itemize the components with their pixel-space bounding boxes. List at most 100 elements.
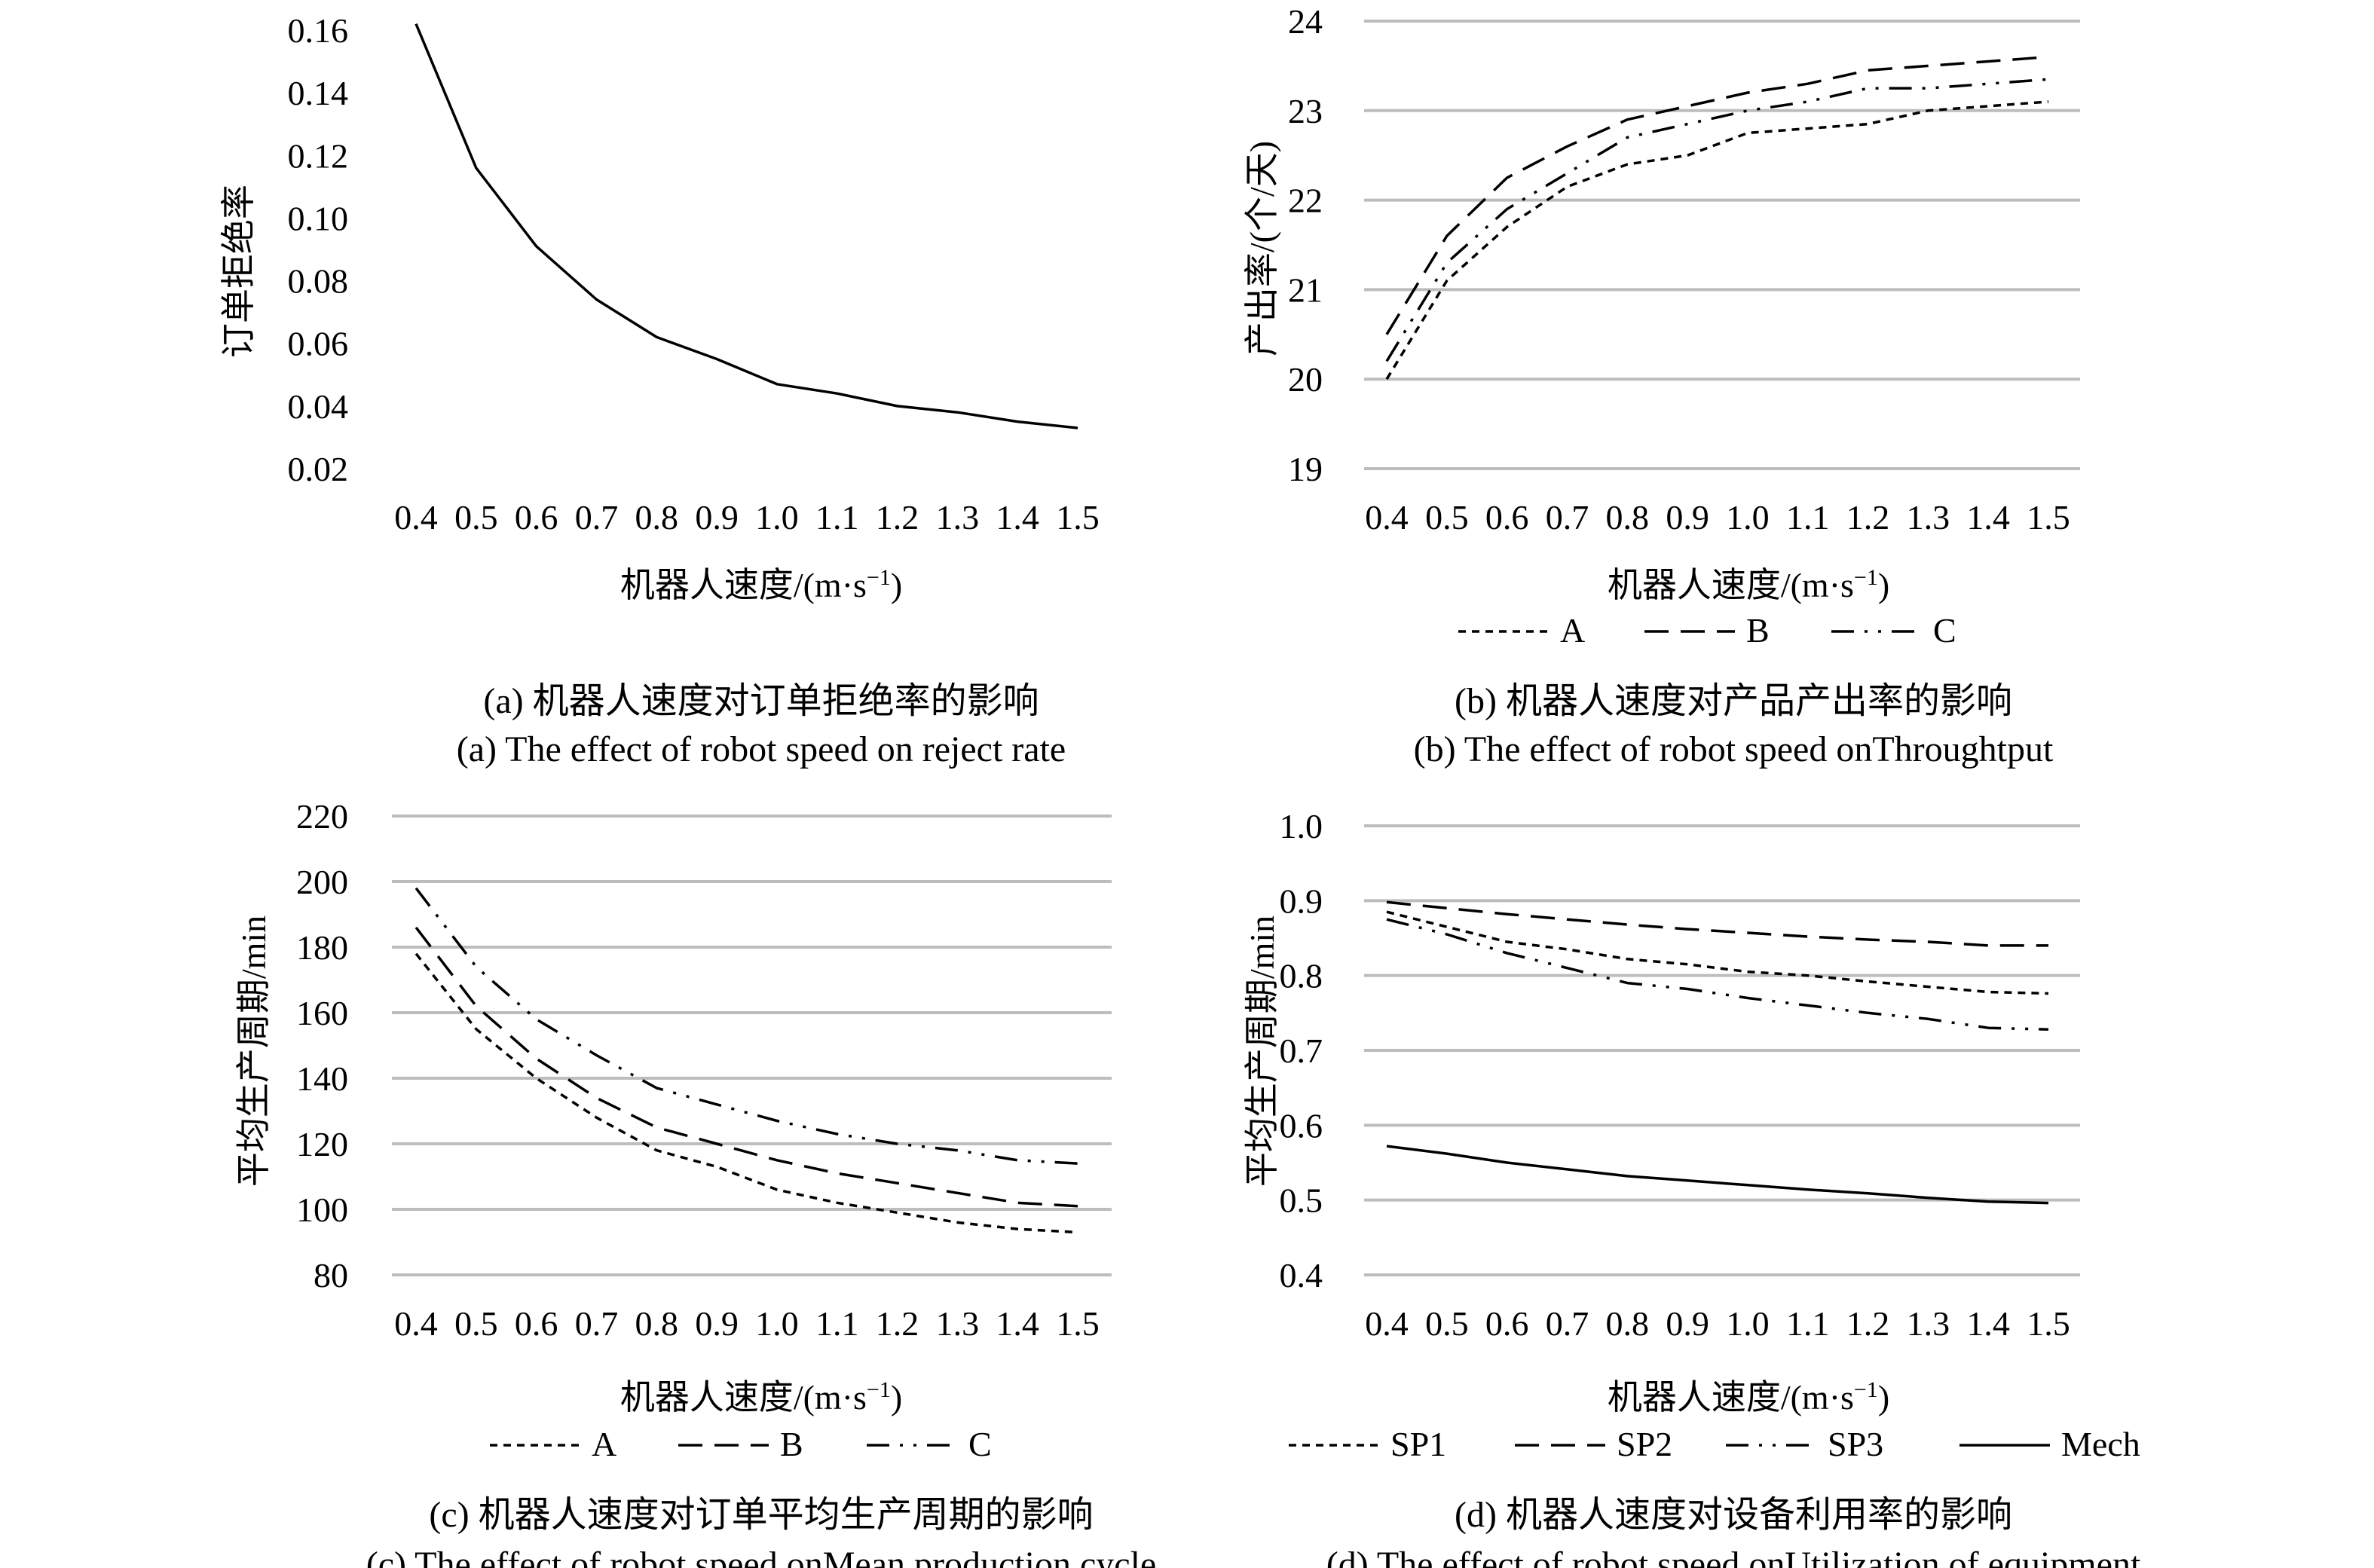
caption-zh-b: (b) 机器人速度对产品产出率的影响 <box>1455 681 2012 721</box>
y-tick-label: 20 <box>1288 360 1323 399</box>
x-tick-label: 0.5 <box>1425 1304 1469 1343</box>
y-tick-label: 19 <box>1288 450 1323 488</box>
y-tick-label: 0.4 <box>1280 1256 1323 1294</box>
x-tick-label: 0.5 <box>1425 498 1469 536</box>
y-tick-label: 0.12 <box>288 136 349 175</box>
x-tick-label: 1.2 <box>876 498 919 536</box>
legend-label: SP3 <box>1828 1425 1883 1463</box>
x-tick-label: 0.8 <box>1606 498 1650 536</box>
y-tick-label: 24 <box>1288 2 1323 41</box>
caption-en-d: (d) The effect of robot speed onUtilizat… <box>1326 1545 2141 1568</box>
caption-en-c: (c) The effect of robot speed onMean pro… <box>366 1545 1156 1568</box>
y-tick-label: 21 <box>1288 271 1323 309</box>
legend-label: Mech <box>2061 1425 2140 1463</box>
legend-label: B <box>780 1425 803 1463</box>
series-line-a <box>415 23 1078 429</box>
y-axis-label-d: 平均生产周期/min <box>1243 915 1281 1187</box>
y-tick-label: 80 <box>314 1256 348 1294</box>
legend-label: SP1 <box>1390 1425 1446 1463</box>
y-tick-label: 0.14 <box>288 74 349 112</box>
y-tick-label: 0.06 <box>288 325 349 363</box>
x-tick-label: 0.7 <box>1546 498 1589 536</box>
y-tick-label: 0.8 <box>1280 957 1323 995</box>
series-line-mech <box>1386 1145 2049 1205</box>
series-line-b <box>415 926 1078 1208</box>
legend-label: B <box>1746 611 1770 650</box>
legend-label: C <box>968 1425 992 1463</box>
y-tick-label: 23 <box>1288 92 1323 130</box>
x-tick-label: 1.4 <box>996 1304 1039 1343</box>
x-tick-label: 0.9 <box>695 498 739 536</box>
series-line-sp1 <box>1386 910 2049 995</box>
x-tick-label: 1.5 <box>2027 498 2070 536</box>
legend-b: A B C <box>1458 611 1956 650</box>
x-axis-label-c: 机器人速度/(m·s−1) <box>620 1377 902 1417</box>
x-tick-label: 1.2 <box>1846 498 1890 536</box>
y-axis-label-b: 产出率/(个/天) <box>1243 141 1281 356</box>
x-tick-label: 1.3 <box>936 498 980 536</box>
x-tick-label: 1.4 <box>996 498 1039 536</box>
x-tick-label: 0.6 <box>515 498 558 536</box>
y-tick-label: 180 <box>296 928 348 967</box>
caption-en-b: (b) The effect of robot speed onThrought… <box>1414 729 2054 769</box>
x-tick-label: 1.5 <box>2027 1304 2070 1343</box>
y-tick-label: 100 <box>296 1191 348 1229</box>
y-tick-label: 0.6 <box>1280 1106 1323 1145</box>
y-tick-label: 0.08 <box>288 262 349 301</box>
chart-panel-b: 24 23 22 21 20 19 0.4 0.5 0.6 0.7 0.8 0.9 1.0 1.1 1.2… <box>1243 2 2080 769</box>
x-axis-label-b: 机器人速度/(m·s−1) <box>1608 565 1889 604</box>
x-tick-label: 1.0 <box>755 498 799 536</box>
series-line-c <box>1385 78 2049 362</box>
x-tick-label: 1.2 <box>1846 1304 1890 1343</box>
y-axis-label-a: 订单拒绝率 <box>219 185 258 358</box>
y-tick-label: 160 <box>296 994 348 1032</box>
x-tick-label: 0.6 <box>515 1304 558 1343</box>
x-tick-label: 0.8 <box>635 1304 679 1343</box>
series-line-sp3 <box>1386 918 2049 1031</box>
y-tick-label: 0.02 <box>288 450 349 488</box>
x-axis-label-a: 机器人速度/(m·s−1) <box>620 565 902 604</box>
x-axis-label-d: 机器人速度/(m·s−1) <box>1608 1377 1889 1417</box>
legend-label: SP2 <box>1617 1425 1672 1463</box>
y-axis-label-c: 平均生产周期/min <box>234 915 273 1187</box>
x-tick-label: 0.4 <box>1365 498 1409 536</box>
x-tick-label: 0.6 <box>1485 1304 1529 1343</box>
x-tick-label: 0.7 <box>1546 1304 1589 1343</box>
series-line-a <box>415 952 1078 1234</box>
y-tick-label: 0.5 <box>1280 1181 1323 1220</box>
x-tick-label: 1.4 <box>1966 1304 2010 1343</box>
legend-c: A B C <box>490 1425 992 1463</box>
legend-label: C <box>1933 611 1956 650</box>
x-tick-label: 1.5 <box>1056 498 1100 536</box>
caption-en-a: (a) The effect of robot speed on reject … <box>457 729 1066 769</box>
y-tick-label: 0.16 <box>288 11 349 50</box>
x-tick-label: 0.5 <box>454 1304 498 1343</box>
series-line-sp2 <box>1386 900 2048 947</box>
y-tick-label: 1.0 <box>1280 807 1323 845</box>
y-tick-label: 200 <box>296 863 348 901</box>
caption-zh-a: (a) 机器人速度对订单拒绝率的影响 <box>483 681 1039 721</box>
x-tick-label: 1.3 <box>936 1304 980 1343</box>
x-tick-label: 1.0 <box>1726 498 1770 536</box>
x-tick-label: 1.5 <box>1056 1304 1100 1343</box>
series-line-a <box>1385 100 2049 381</box>
x-tick-label: 0.9 <box>695 1304 739 1343</box>
x-tick-label: 1.1 <box>815 498 859 536</box>
x-tick-label: 1.4 <box>1966 498 2010 536</box>
caption-zh-d: (d) 机器人速度对设备利用率的影响 <box>1455 1495 2012 1535</box>
x-tick-label: 0.4 <box>1365 1304 1409 1343</box>
x-tick-label: 0.8 <box>1606 1304 1650 1343</box>
y-tick-label: 0.9 <box>1280 882 1323 920</box>
x-tick-label: 1.1 <box>1786 1304 1830 1343</box>
x-tick-label: 0.4 <box>394 1304 438 1343</box>
x-tick-label: 0.5 <box>454 498 498 536</box>
x-tick-label: 0.7 <box>575 498 619 536</box>
x-tick-label: 0.8 <box>635 498 679 536</box>
x-tick-label: 1.0 <box>1726 1304 1770 1343</box>
x-tick-label: 1.3 <box>1907 498 1950 536</box>
x-tick-label: 0.9 <box>1666 1304 1709 1343</box>
x-tick-label: 1.3 <box>1907 1304 1950 1343</box>
legend-label: A <box>1560 611 1585 650</box>
x-tick-label: 0.4 <box>394 498 438 536</box>
